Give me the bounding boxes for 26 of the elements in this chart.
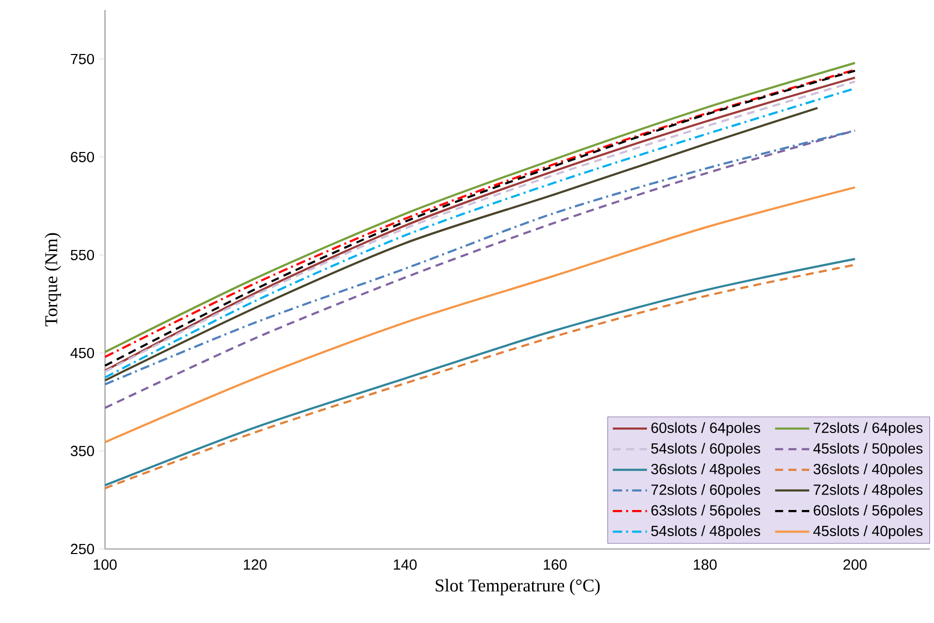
x-tick-label: 100 — [94, 559, 117, 570]
legend-label: 36slots / 48poles — [651, 463, 760, 478]
legend-label: 36slots / 40poles — [814, 463, 923, 478]
legend-label: 60slots / 56poles — [814, 504, 923, 518]
x-axis-title: Slot Temperatrure (°C) — [436, 578, 600, 596]
legend-label: 45slots / 40poles — [813, 525, 923, 540]
x-tick-label: 160 — [544, 559, 567, 570]
legend-label: 54slots / 48poles — [651, 525, 760, 540]
y-tick-label: 550 — [70, 250, 94, 260]
legend-label: 72slots / 60poles — [651, 484, 760, 498]
y-tick-label: 750 — [70, 54, 94, 64]
x-tick-label: 200 — [844, 559, 867, 570]
y-tick-label: 250 — [70, 544, 94, 554]
y-tick-label: 650 — [70, 152, 94, 162]
y-axis-title: Torque (Nm) — [44, 233, 61, 326]
legend-label: 72slots / 48poles — [814, 484, 923, 498]
y-tick-label: 450 — [70, 348, 94, 358]
legend-label: 72slots / 64poles — [814, 422, 923, 436]
legend-label: 60slots / 64poles — [651, 422, 760, 436]
x-tick-label: 140 — [394, 559, 417, 570]
x-tick-label: 180 — [694, 559, 717, 570]
legend-label: 63slots / 56poles — [651, 504, 760, 518]
y-tick-label: 350 — [70, 446, 94, 456]
legend-label: 45slots / 50poles — [813, 442, 923, 457]
legend-label: 54slots / 60poles — [651, 442, 760, 457]
x-tick-label: 120 — [244, 559, 267, 570]
